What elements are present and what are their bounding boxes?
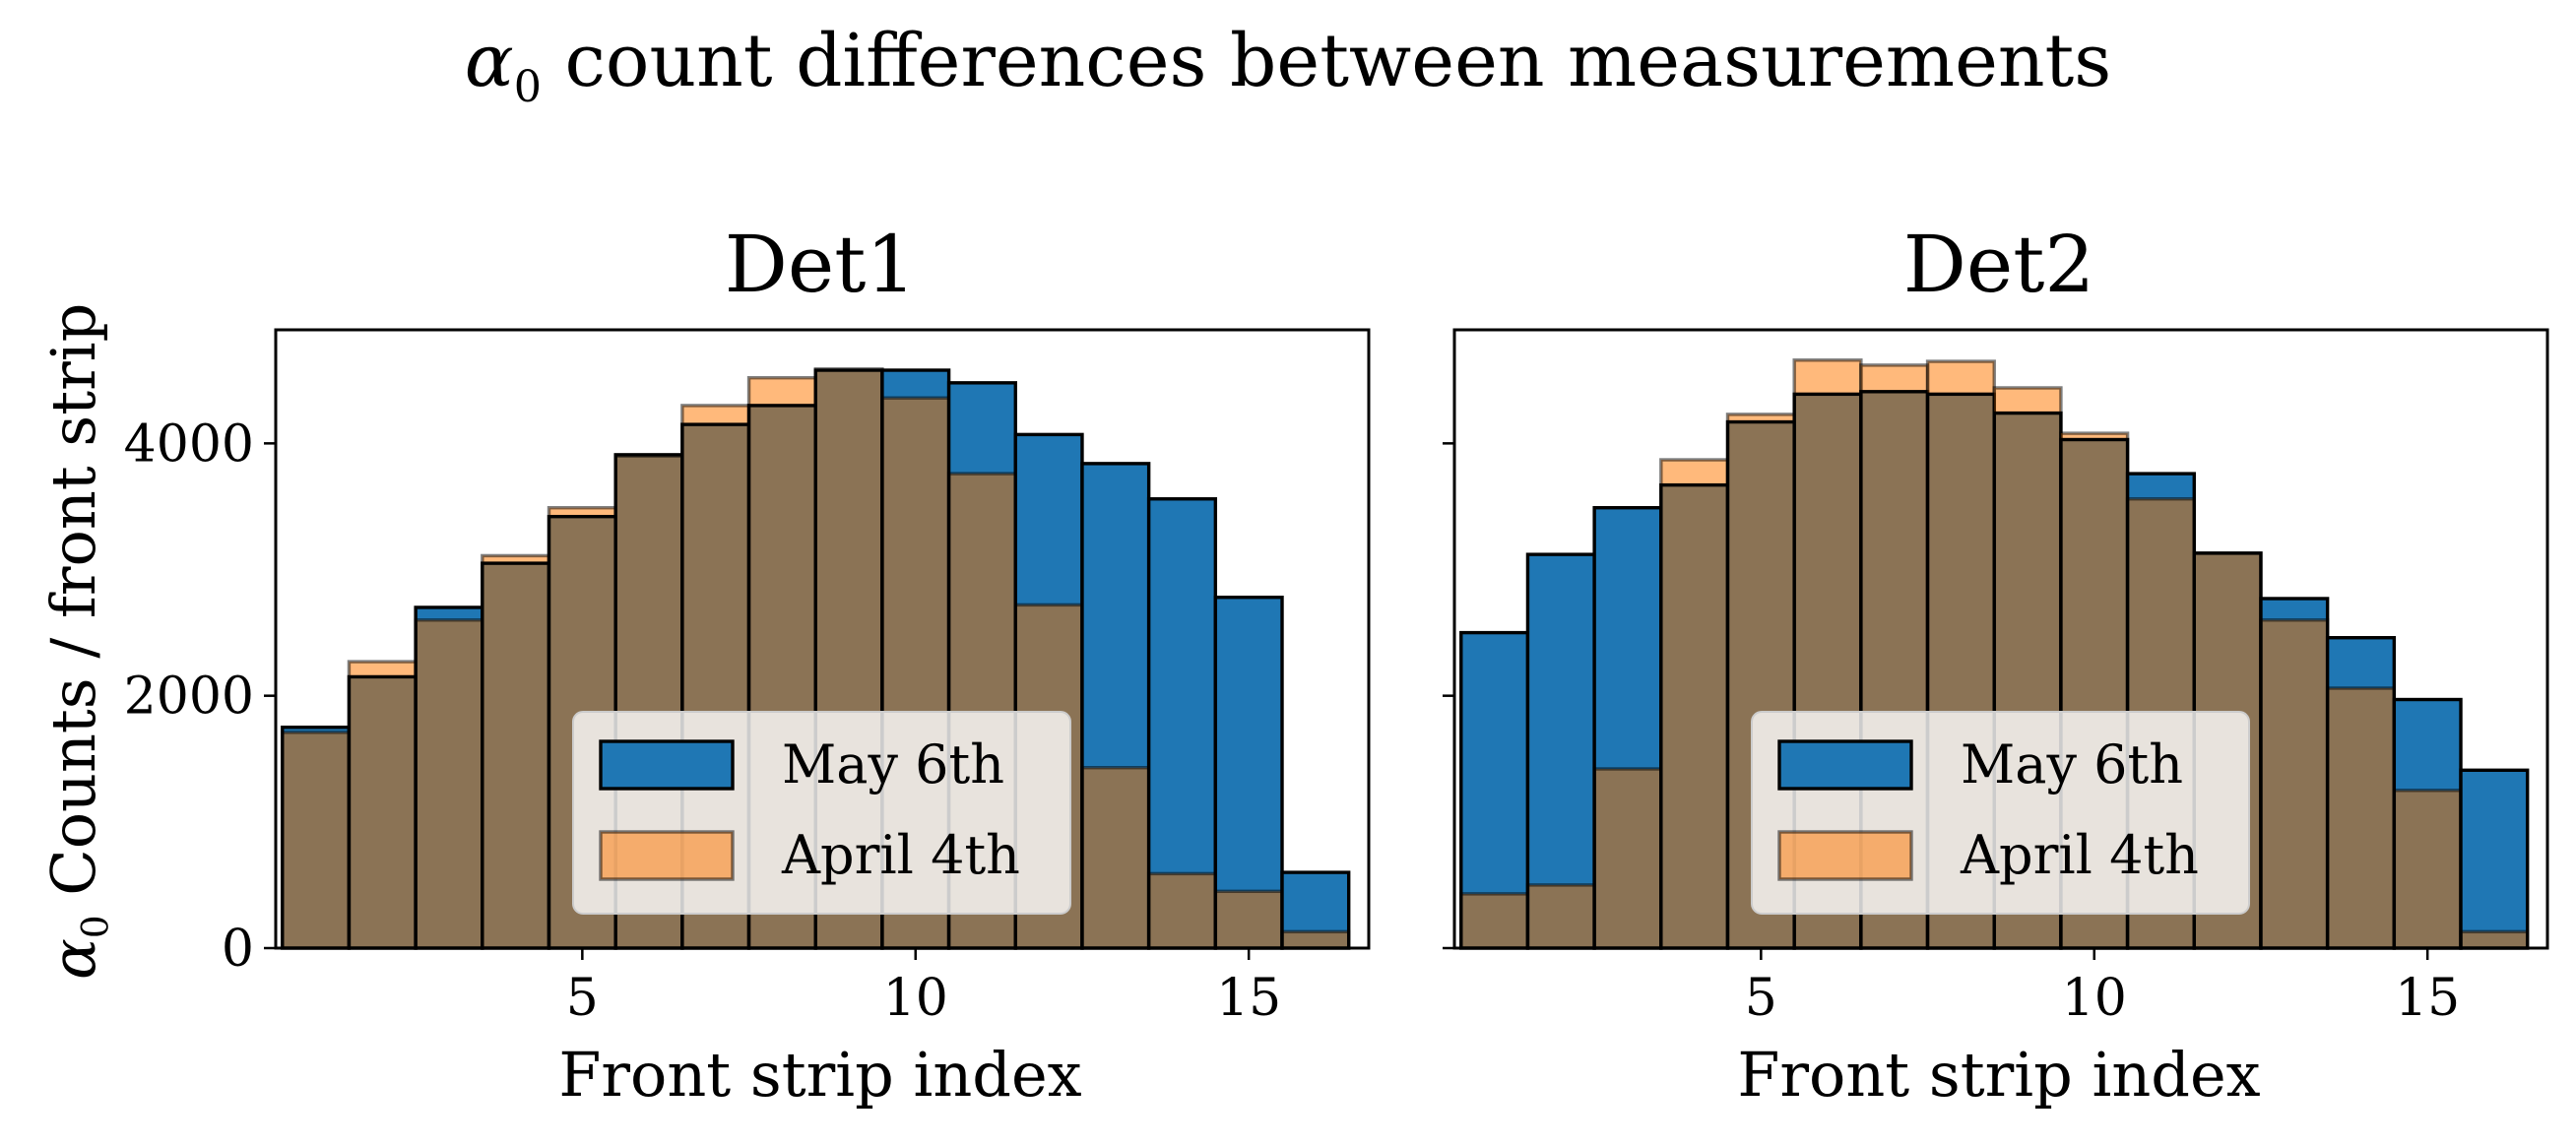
det1-bar-may-excess-15 bbox=[1215, 597, 1283, 892]
det1-bar-may-excess-3 bbox=[416, 606, 483, 620]
det2-bar-overlap-16 bbox=[2461, 931, 2528, 948]
det1-bar-overlap-13 bbox=[1081, 767, 1149, 948]
det1-bar-may-excess-13 bbox=[1081, 463, 1149, 768]
det1-x-tick-label-5: 5 bbox=[566, 969, 599, 1028]
det2-bar-overlap-15 bbox=[2394, 790, 2462, 948]
det2-bar-april-excess-10 bbox=[2060, 433, 2128, 440]
det2-bar-may-excess-1 bbox=[1460, 632, 1528, 894]
det1-legend-label-april: April 4th bbox=[781, 824, 1020, 886]
det2-legend-swatch-may bbox=[1777, 739, 1913, 791]
det2-legend-label-april: April 4th bbox=[1960, 824, 2199, 886]
det2-x-axis-label: Front strip index bbox=[1737, 1039, 2261, 1111]
det1-panel: 5 10 15 0 2000 4000 May 6th April 4th bbox=[124, 328, 1371, 1028]
det2-bar-may-excess-15 bbox=[2394, 699, 2462, 791]
det1-bar-overlap-14 bbox=[1148, 873, 1216, 948]
det2-x-tick-label-15: 15 bbox=[2395, 969, 2460, 1028]
det1-y-tick-label-4000: 4000 bbox=[124, 414, 254, 474]
det1-bar-may-excess-14 bbox=[1148, 498, 1216, 874]
det2-bar-overlap-2 bbox=[1527, 884, 1595, 948]
det1-bar-overlap-15 bbox=[1215, 891, 1283, 948]
det1-bar-april-excess-7 bbox=[681, 405, 749, 425]
det1-axes-frame bbox=[274, 328, 1371, 950]
det2-bar-overlap-3 bbox=[1594, 769, 1661, 948]
det2-x-tick-label-5: 5 bbox=[1745, 969, 1777, 1028]
det1-bar-may-excess-11 bbox=[948, 382, 1016, 475]
det1-bar-overlap-2 bbox=[349, 676, 417, 948]
det1-bar-overlap-4 bbox=[482, 563, 549, 948]
det1-bar-april-excess-4 bbox=[482, 555, 549, 564]
det2-bar-april-excess-7 bbox=[1860, 364, 1928, 392]
figure-title: α0 count differences between measurement… bbox=[0, 19, 2576, 112]
det1-legend-swatch-may bbox=[599, 739, 735, 791]
det2-bar-may-excess-13 bbox=[2260, 598, 2328, 620]
det2-bar-may-excess-11 bbox=[2127, 474, 2195, 499]
det2-bar-may-excess-2 bbox=[1527, 554, 1595, 885]
det1-bar-overlap-16 bbox=[1282, 931, 1349, 948]
det1-bar-april-excess-8 bbox=[748, 377, 816, 406]
det1-bar-may-excess-1 bbox=[282, 727, 350, 732]
det2-title: Det2 bbox=[1902, 219, 2095, 310]
det2-bar-april-excess-8 bbox=[1927, 361, 1995, 395]
det1-bar-may-excess-16 bbox=[1282, 872, 1349, 932]
det2-bar-overlap-1 bbox=[1460, 893, 1528, 948]
det1-legend: May 6th April 4th bbox=[572, 711, 1071, 915]
det1-x-axis-label: Front strip index bbox=[558, 1039, 1082, 1111]
det1-legend-label-may: May 6th bbox=[782, 733, 1004, 796]
title-alpha-subscript: 0 bbox=[513, 61, 542, 112]
det1-x-tick-label-10: 10 bbox=[883, 969, 948, 1028]
det1-y-tick-label-2000: 2000 bbox=[124, 668, 254, 727]
det2-bar-overlap-14 bbox=[2327, 687, 2395, 948]
det1-y-tick-label-0: 0 bbox=[222, 920, 254, 979]
det2-panel: 5 10 15 May 6th April 4th bbox=[1443, 328, 2549, 1028]
det2-legend: May 6th April 4th bbox=[1751, 711, 2250, 915]
det2-bar-overlap-13 bbox=[2260, 619, 2328, 948]
det2-x-tick-label-10: 10 bbox=[2062, 969, 2127, 1028]
det2-bar-may-excess-3 bbox=[1594, 507, 1661, 770]
det2-bar-may-excess-14 bbox=[2327, 637, 2395, 688]
det2-bar-april-excess-6 bbox=[1794, 359, 1861, 395]
det1-bar-overlap-1 bbox=[282, 732, 350, 948]
title-text: count differences between measurements bbox=[541, 19, 2112, 103]
det1-legend-swatch-april bbox=[599, 830, 735, 881]
det1-x-tick-label-15: 15 bbox=[1216, 969, 1281, 1028]
det1-bar-may-excess-10 bbox=[881, 370, 949, 399]
det1-bar-overlap-3 bbox=[416, 619, 483, 948]
det2-bar-may-excess-16 bbox=[2461, 770, 2528, 932]
det1-bar-may-excess-12 bbox=[1015, 434, 1082, 605]
det2-legend-swatch-april bbox=[1777, 830, 1913, 881]
det2-bar-april-excess-5 bbox=[1727, 414, 1795, 422]
det2-bar-overlap-4 bbox=[1660, 484, 1728, 948]
det1-bar-april-excess-5 bbox=[548, 507, 616, 517]
det2-bar-april-excess-9 bbox=[1994, 387, 2061, 414]
title-alpha-symbol: α bbox=[464, 19, 514, 103]
det1-title: Det1 bbox=[724, 219, 917, 310]
det2-legend-label-may: May 6th bbox=[1961, 733, 2183, 796]
det2-bar-april-excess-4 bbox=[1660, 460, 1728, 485]
det2-axes-frame bbox=[1452, 328, 2549, 950]
det1-bar-april-excess-2 bbox=[349, 662, 417, 677]
